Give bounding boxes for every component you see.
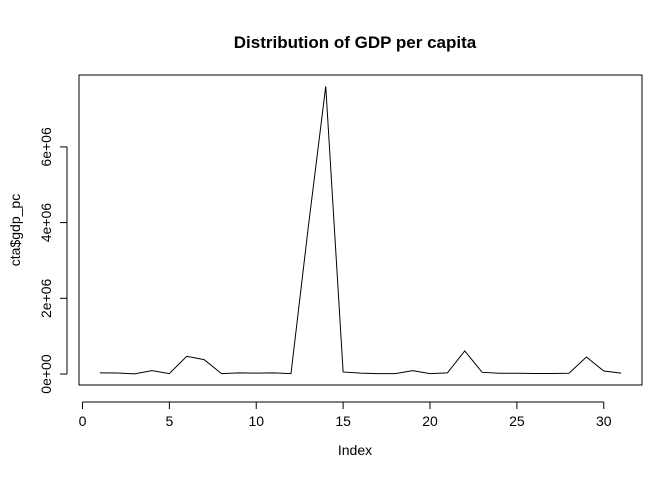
- chart-title: Distribution of GDP per capita: [234, 33, 477, 52]
- x-tick-label: 25: [509, 413, 525, 429]
- y-axis: 0e+00 2e+06 4e+06 6e+06: [38, 127, 68, 394]
- y-tick-label: 6e+06: [38, 127, 54, 167]
- y-tick-label: 4e+06: [38, 203, 54, 243]
- x-tick-label: 15: [335, 413, 351, 429]
- plot-frame: [78, 74, 643, 386]
- x-tick-label: 0: [79, 413, 87, 429]
- series-line: [99, 86, 622, 375]
- x-axis: 0 5 10 15 20 25 30: [79, 401, 612, 429]
- x-tick-label: 20: [422, 413, 438, 429]
- y-tick-label: 2e+06: [38, 278, 54, 318]
- x-tick-label: 5: [165, 413, 173, 429]
- y-axis-label: cta$gdp_pc: [7, 194, 23, 266]
- x-axis-label: Index: [338, 442, 372, 458]
- y-tick-label: 0e+00: [38, 354, 54, 394]
- x-tick-label: 10: [248, 413, 264, 429]
- x-tick-label: 30: [596, 413, 612, 429]
